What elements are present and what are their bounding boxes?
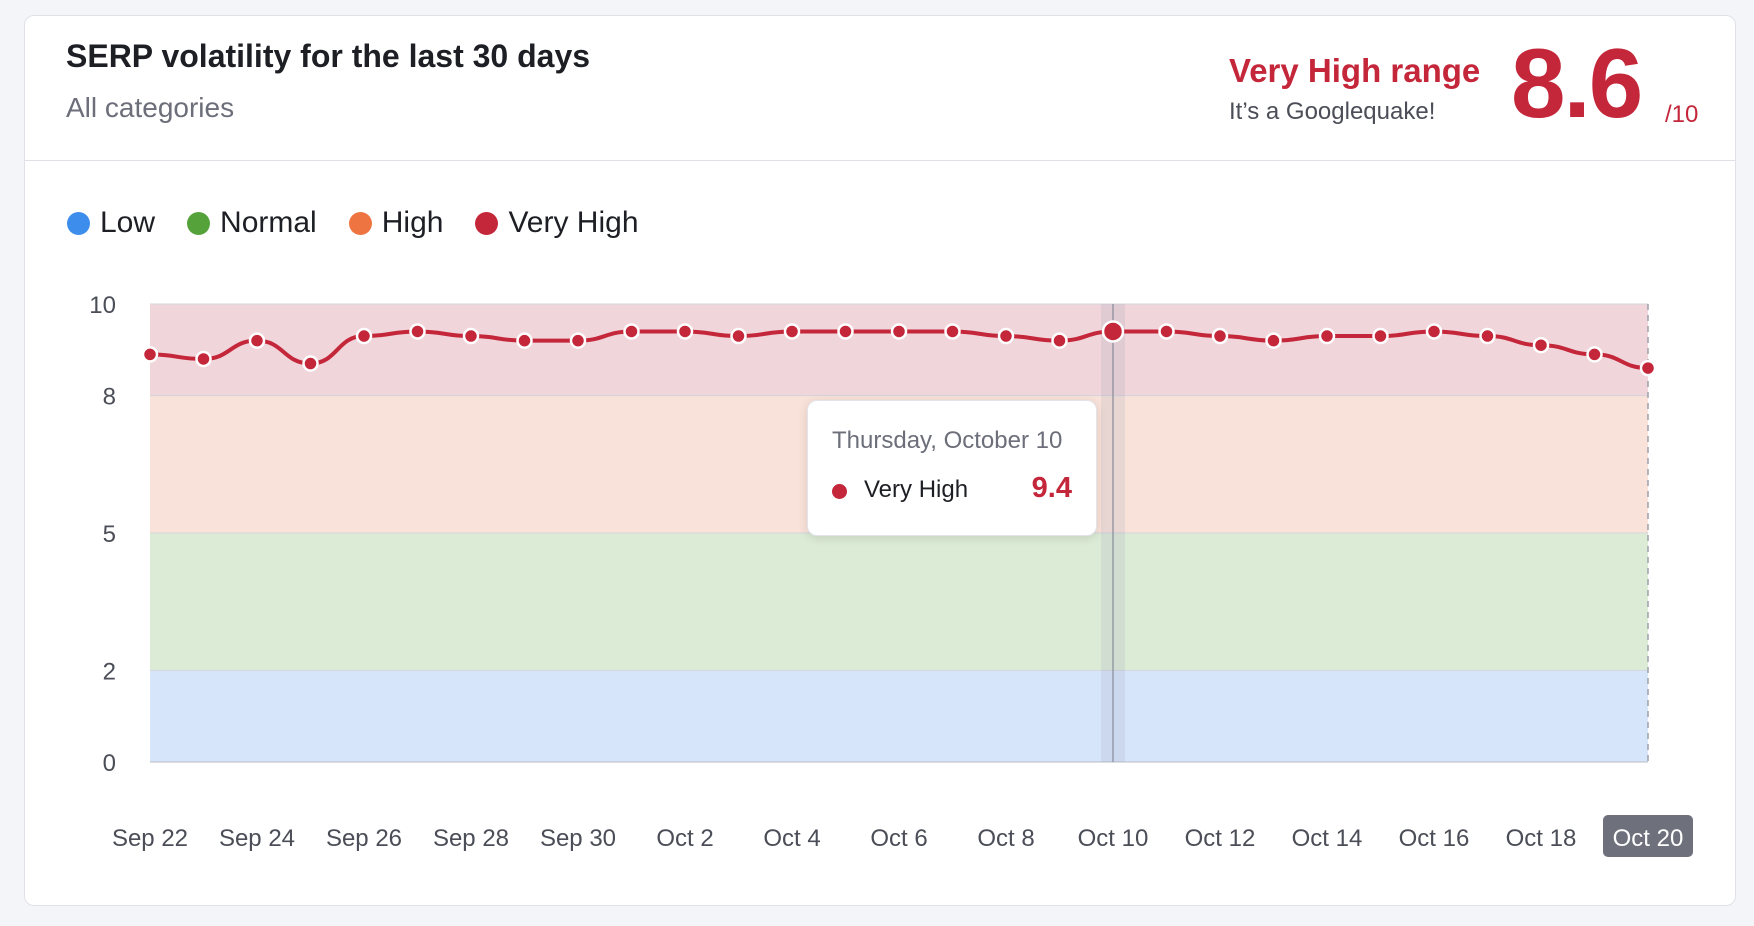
x-tick-highlight [1603,815,1693,857]
tooltip-series-name: Very High [864,476,969,503]
data-point [1211,327,1229,345]
data-point [783,323,801,340]
data-point [1479,327,1496,345]
volatility-score: 8.6 [1511,28,1643,138]
data-point [1639,359,1657,377]
legend-dot-normal [187,211,211,235]
tooltip-series-dot [832,484,847,499]
data-point [195,350,212,368]
y-tick-label: 2 [103,658,116,685]
x-tick-label: Oct 16 [1399,825,1470,852]
data-point [302,355,319,372]
x-tick-label: Oct 10 [1078,825,1149,852]
x-tick-label: Sep 22 [112,825,188,852]
data-point [730,327,747,345]
volatility-card: SERP volatility for the last 30 days All… [24,15,1736,906]
data-point [1158,323,1175,340]
y-tick-label: 10 [89,292,116,319]
data-point [837,323,854,340]
x-tick-label: Oct 20 [1613,825,1684,852]
data-point [1101,320,1125,343]
x-tick-label: Oct 6 [870,825,927,852]
legend-label: Low [100,206,156,239]
data-point [248,332,266,349]
range-label: Very High range [1229,52,1481,89]
chart-tooltip: Thursday, October 10 Very High 9.4 [807,400,1097,536]
legend-label: Very High [508,206,639,239]
legend-dot-low [67,211,90,235]
x-tick-label: Sep 30 [540,825,616,852]
tooltip-date: Thursday, October 10 [832,427,1063,454]
band-low [150,670,1648,762]
tooltip-value: 9.4 [1031,472,1072,504]
x-tick-label: Sep 24 [219,825,295,852]
legend-item-very-high[interactable]: Very High [475,206,639,240]
legend-item-high[interactable]: High [348,206,444,240]
x-tick-label: Sep 28 [433,825,509,852]
data-point [1051,332,1068,349]
legend-dot-very-high [475,211,499,235]
data-point [1425,323,1443,340]
data-point [1318,327,1336,345]
x-tick-label: Oct 2 [656,825,713,852]
data-point [676,323,694,340]
x-tick-label: Sep 26 [326,825,402,852]
data-point [1532,336,1550,354]
card-header: SERP volatility for the last 30 days All… [25,16,1735,161]
card-title: SERP volatility for the last 30 days [66,38,591,74]
data-point [409,323,426,340]
y-tick-label: 5 [103,521,116,548]
legend-item-low[interactable]: Low [67,206,155,240]
range-note: It’s a Googlequake! [1229,98,1436,125]
y-tick-label: 8 [103,384,116,411]
legend-dot-high [348,211,372,235]
data-point [355,327,373,345]
y-tick-label: 0 [103,750,116,777]
score-max: /10 [1665,101,1699,128]
legend-item-normal[interactable]: Normal [187,206,317,240]
legend-label: High [381,206,444,239]
data-point [1372,327,1389,345]
chart-legend: Low Normal High Very High [67,206,639,240]
data-point [623,323,640,340]
data-point [890,323,908,340]
data-point [462,327,480,345]
band-normal [150,533,1648,671]
legend-label: Normal [220,206,317,239]
x-tick-label: Oct 14 [1292,825,1363,852]
data-point [1265,332,1282,349]
category-subtitle: All categories [66,92,235,123]
x-tick-label: Oct 18 [1506,825,1577,852]
data-point [569,332,587,349]
data-point [141,346,159,363]
data-point [944,323,961,340]
x-tick-label: Oct 4 [763,825,820,852]
x-tick-label: Oct 8 [977,825,1034,852]
data-point [516,332,533,349]
x-tick-label: Oct 12 [1185,825,1256,852]
band-very-high [150,304,1648,396]
data-point [997,327,1015,345]
data-point [1586,346,1603,363]
